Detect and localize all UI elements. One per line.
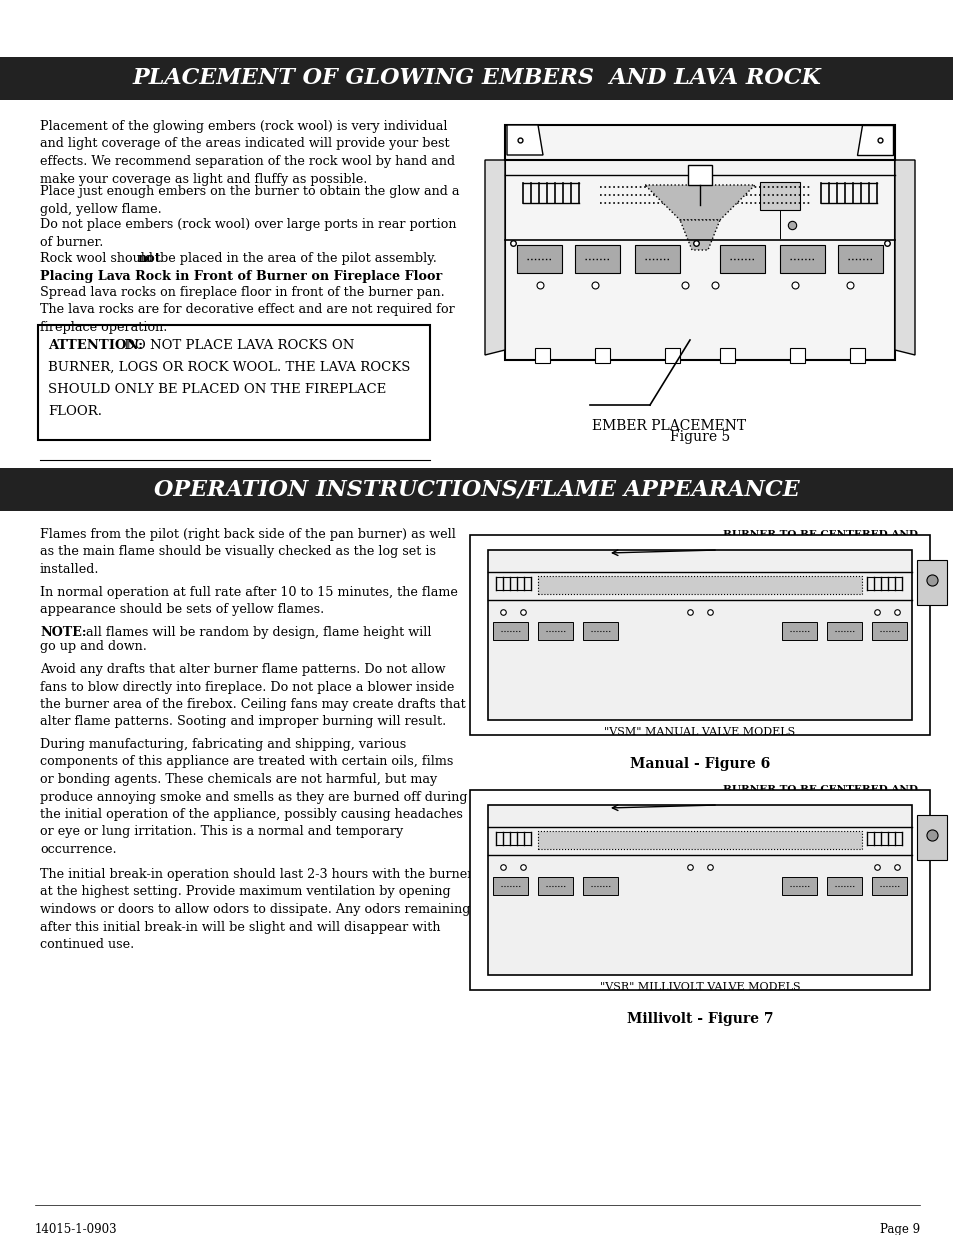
Bar (0, 0, 953, 56)
Bar (488, 805, 911, 974)
Bar (871, 877, 906, 895)
Bar (595, 348, 609, 363)
Text: Do not place embers (rock wool) over large ports in rear portion
of burner.: Do not place embers (rock wool) over lar… (40, 219, 456, 248)
Text: Flames from the pilot (right back side of the pan burner) as well
as the main fl: Flames from the pilot (right back side o… (40, 529, 456, 576)
Polygon shape (506, 125, 542, 156)
Polygon shape (484, 161, 504, 354)
Bar (504, 125, 894, 359)
Text: Spread lava rocks on fireplace floor in front of the burner pan.
The lava rocks : Spread lava rocks on fireplace floor in … (40, 287, 455, 333)
Bar (470, 790, 929, 990)
Bar (720, 245, 764, 273)
Bar (0, 468, 953, 511)
Bar (582, 622, 618, 640)
Text: Manual - Figure 6: Manual - Figure 6 (629, 757, 769, 771)
Text: not: not (138, 252, 161, 266)
Bar (916, 559, 946, 605)
Bar (493, 622, 527, 640)
Polygon shape (894, 161, 914, 354)
Text: FLOOR.: FLOOR. (48, 405, 102, 417)
Bar (871, 622, 906, 640)
Bar (720, 348, 734, 363)
Bar (38, 325, 430, 440)
Text: BURNER, LOGS OR ROCK WOOL. THE LAVA ROCKS: BURNER, LOGS OR ROCK WOOL. THE LAVA ROCK… (48, 361, 410, 374)
Text: go up and down.: go up and down. (40, 640, 147, 653)
Bar (0, 57, 953, 100)
Text: OPERATION INSTRUCTIONS/FLAME APPEARANCE: OPERATION INSTRUCTIONS/FLAME APPEARANCE (154, 478, 799, 500)
Polygon shape (644, 185, 754, 220)
Bar (537, 831, 862, 848)
Bar (760, 182, 800, 210)
Bar (575, 245, 619, 273)
Text: PLACEMENT OF GLOWING EMBERS  AND LAVA ROCK: PLACEMENT OF GLOWING EMBERS AND LAVA ROC… (132, 68, 821, 89)
Bar (687, 165, 711, 185)
Text: NOTE:: NOTE: (40, 626, 87, 638)
Text: be placed in the area of the pilot assembly.: be placed in the area of the pilot assem… (156, 252, 436, 266)
Text: 14015-1-0903: 14015-1-0903 (35, 1223, 117, 1235)
Bar (664, 348, 679, 363)
Bar (582, 877, 618, 895)
Text: During manufacturing, fabricating and shipping, various
components of this appli: During manufacturing, fabricating and sh… (40, 739, 467, 856)
Text: Millivolt - Figure 7: Millivolt - Figure 7 (626, 1011, 773, 1026)
Text: Placement of the glowing embers (rock wool) is very individual
and light coverag: Placement of the glowing embers (rock wo… (40, 120, 455, 185)
Text: "VSM" MANUAL VALVE MODELS: "VSM" MANUAL VALVE MODELS (604, 727, 795, 737)
Text: Placing Lava Rock in Front of Burner on Fireplace Floor: Placing Lava Rock in Front of Burner on … (40, 270, 442, 283)
Bar (916, 815, 946, 860)
Polygon shape (679, 220, 720, 249)
Bar (493, 877, 527, 895)
Bar (826, 622, 862, 640)
Bar (837, 245, 882, 273)
Bar (537, 877, 573, 895)
Bar (537, 622, 573, 640)
Text: AS FAR TO BACK AS POSSIBLE: AS FAR TO BACK AS POSSIBLE (722, 798, 906, 806)
Text: BURNER TO BE CENTERED AND: BURNER TO BE CENTERED AND (722, 785, 917, 794)
Bar (849, 348, 864, 363)
Text: BURNER TO BE CENTERED AND: BURNER TO BE CENTERED AND (722, 530, 917, 538)
Text: "VSR" MILLIVOLT VALVE MODELS: "VSR" MILLIVOLT VALVE MODELS (599, 982, 800, 992)
Bar (535, 348, 550, 363)
Text: EMBER PLACEMENT: EMBER PLACEMENT (592, 419, 745, 433)
Text: Place just enough embers on the burner to obtain the glow and a
gold, yellow fla: Place just enough embers on the burner t… (40, 185, 459, 215)
Text: ATTENTION:: ATTENTION: (48, 338, 143, 352)
Text: The initial break-in operation should last 2-3 hours with the burner
at the high: The initial break-in operation should la… (40, 868, 473, 951)
Bar (488, 550, 911, 720)
Bar (780, 245, 824, 273)
Text: DO NOT PLACE LAVA ROCKS ON: DO NOT PLACE LAVA ROCKS ON (120, 338, 354, 352)
Text: In normal operation at full rate after 10 to 15 minutes, the flame
appearance sh: In normal operation at full rate after 1… (40, 585, 457, 616)
Bar (635, 245, 679, 273)
Text: SHOULD ONLY BE PLACED ON THE FIREPLACE: SHOULD ONLY BE PLACED ON THE FIREPLACE (48, 383, 386, 396)
Text: Rock wool should: Rock wool should (40, 252, 157, 266)
Bar (781, 877, 816, 895)
Bar (470, 535, 929, 735)
Bar (781, 622, 816, 640)
Text: AS FAR TO BACK AS POSSIBLE: AS FAR TO BACK AS POSSIBLE (722, 543, 906, 552)
Text: Page 9: Page 9 (879, 1223, 919, 1235)
Bar (826, 877, 862, 895)
Polygon shape (856, 125, 892, 156)
Bar (537, 576, 862, 594)
Text: Avoid any drafts that alter burner flame patterns. Do not allow
fans to blow dir: Avoid any drafts that alter burner flame… (40, 663, 465, 729)
Bar (517, 245, 561, 273)
Bar (789, 348, 804, 363)
Text: Figure 5: Figure 5 (669, 430, 729, 445)
Text: all flames will be random by design, flame height will: all flames will be random by design, fla… (82, 626, 431, 638)
